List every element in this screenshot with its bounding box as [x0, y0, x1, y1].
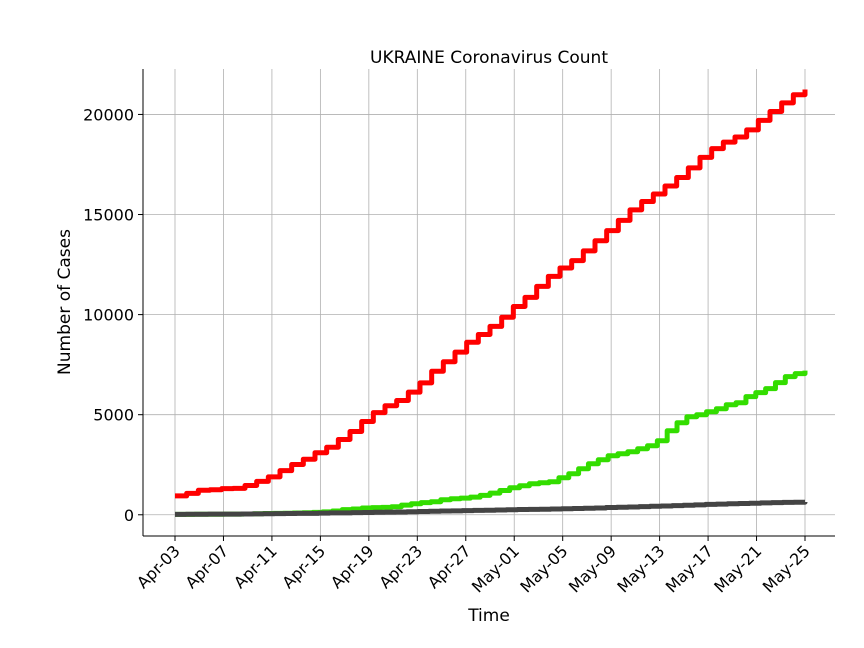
x-tick-label: May-13: [613, 541, 668, 596]
x-tick-label: Apr-11: [230, 541, 281, 592]
x-ticks: Apr-03Apr-07Apr-11Apr-15Apr-19Apr-23Apr-…: [133, 536, 814, 597]
x-tick-label: May-25: [759, 541, 814, 596]
y-tick-label: 5000: [93, 406, 134, 425]
y-tick-label: 0: [124, 506, 134, 525]
chart-title: UKRAINE Coronavirus Count: [370, 48, 608, 68]
y-tick-label: 10000: [83, 306, 134, 325]
x-tick-label: May-21: [710, 541, 765, 596]
x-tick-label: May-05: [516, 541, 571, 596]
x-tick-label: May-17: [662, 541, 717, 596]
x-tick-label: Apr-19: [327, 541, 378, 592]
grid: [143, 69, 835, 536]
x-tick-label: May-01: [468, 541, 523, 596]
series-group: [175, 89, 808, 517]
x-tick-label: Apr-03: [133, 541, 184, 592]
x-axis-title: Time: [467, 606, 510, 626]
x-tick-label: Apr-15: [278, 541, 329, 592]
y-axis-title: Number of Cases: [55, 229, 75, 375]
series-line-3: [175, 499, 808, 517]
y-ticks: 0 5000 10000 15000 20000: [83, 105, 143, 525]
y-tick-label: 20000: [83, 105, 134, 124]
x-tick-label: Apr-27: [424, 541, 475, 592]
series-line-2: [175, 370, 808, 517]
axes-spines: [142, 69, 835, 537]
x-tick-label: May-09: [565, 541, 620, 596]
x-tick-label: Apr-07: [182, 541, 233, 592]
series-line-1: [175, 89, 808, 499]
y-tick-label: 15000: [83, 206, 134, 225]
x-tick-label: Apr-23: [375, 541, 426, 592]
